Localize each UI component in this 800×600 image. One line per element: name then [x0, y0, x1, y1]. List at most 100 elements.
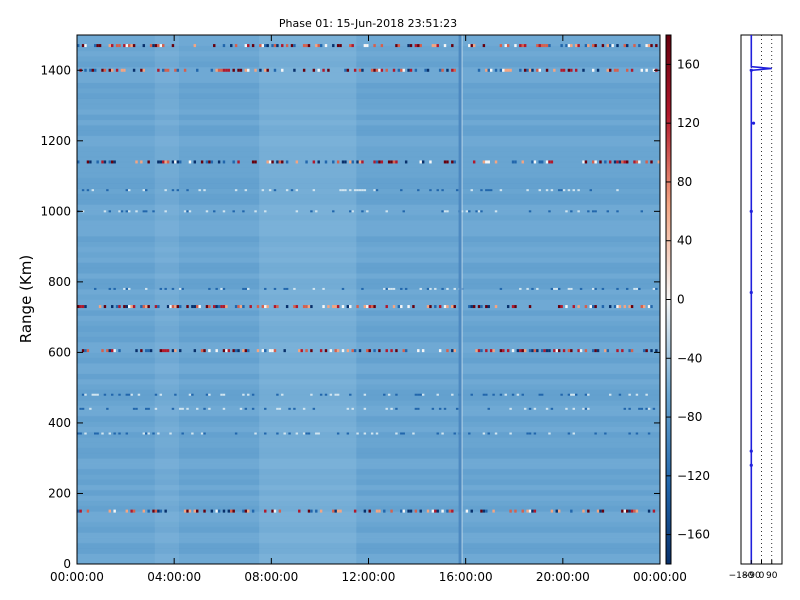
- heatmap-cell: [572, 189, 575, 192]
- heatmap-cell: [111, 160, 114, 164]
- heatmap-cell: [548, 210, 551, 213]
- heatmap-cell: [485, 349, 488, 353]
- heatmap-band: [77, 204, 660, 211]
- heatmap-cell: [183, 509, 187, 513]
- heatmap-cell: [264, 349, 267, 353]
- heatmap-cell: [470, 44, 473, 48]
- heatmap-cell: [623, 407, 626, 410]
- heatmap-cell: [618, 305, 622, 309]
- heatmap-cell: [94, 432, 97, 435]
- heatmap-cell: [268, 349, 272, 353]
- heatmap-cell: [278, 407, 282, 410]
- heatmap-cell: [434, 305, 437, 309]
- heatmap-cell: [574, 44, 578, 48]
- heatmap-cell: [625, 287, 629, 290]
- heatmap-cell: [446, 287, 449, 290]
- heatmap-cell: [645, 407, 648, 410]
- heatmap-cell: [596, 349, 600, 353]
- heatmap-cell: [373, 349, 376, 353]
- heatmap-cell: [560, 44, 563, 48]
- heatmap-cell: [368, 305, 371, 309]
- heatmap-cell: [174, 160, 177, 164]
- heatmap-band: [77, 50, 660, 57]
- heatmap-cell: [579, 287, 583, 290]
- heatmap-cell: [157, 160, 160, 164]
- heatmap-cell: [557, 509, 561, 513]
- heatmap-cell: [273, 349, 277, 353]
- heatmap-cell: [317, 68, 320, 72]
- heatmap-cell: [385, 210, 388, 213]
- heatmap-cell: [378, 349, 381, 353]
- heatmap-cell: [441, 189, 444, 192]
- heatmap-cell: [604, 349, 607, 353]
- heatmap-cell: [217, 68, 221, 72]
- heatmap-cell: [528, 305, 532, 309]
- heatmap-cell: [426, 509, 430, 513]
- heatmap-cell: [353, 509, 357, 513]
- heatmap-cell: [548, 432, 551, 435]
- heatmap-cell: [203, 509, 206, 513]
- heatmap-cell: [293, 44, 296, 48]
- heatmap-cell: [353, 189, 357, 192]
- heatmap-cell: [298, 349, 301, 353]
- profile-marker: [749, 68, 753, 72]
- heatmap-cell: [164, 68, 167, 72]
- heatmap-cell: [613, 160, 617, 164]
- heatmap-cell: [616, 349, 619, 353]
- heatmap-cell: [487, 68, 490, 72]
- heatmap-cell: [264, 305, 267, 309]
- heatmap-cell: [383, 509, 386, 513]
- heatmap-band: [77, 220, 660, 226]
- heatmap-cell: [164, 160, 167, 164]
- heatmap-cell: [482, 393, 486, 396]
- heatmap-cell: [587, 210, 590, 213]
- heatmap-cell: [281, 68, 284, 72]
- colorbar-tick-label: −120: [677, 469, 710, 483]
- heatmap-cell: [519, 44, 522, 48]
- heatmap-cell: [523, 349, 527, 353]
- heatmap-cell: [548, 160, 551, 164]
- heatmap-cell: [220, 68, 223, 72]
- heatmap-cell: [154, 407, 158, 410]
- heatmap-cell: [625, 160, 629, 164]
- heatmap-cell: [145, 287, 148, 290]
- heatmap-cell: [511, 393, 515, 396]
- heatmap-cell: [247, 349, 250, 353]
- heatmap-cell: [162, 349, 165, 353]
- heatmap-cell: [237, 349, 240, 353]
- heatmap-cell: [344, 189, 347, 192]
- heatmap-cell: [475, 349, 478, 353]
- heatmap-cell: [79, 305, 82, 309]
- heatmap-cell: [412, 432, 415, 435]
- heatmap-cell: [276, 160, 279, 164]
- heatmap-cell: [329, 349, 333, 353]
- heatmap-cell: [130, 44, 133, 48]
- heatmap-cell: [232, 210, 235, 213]
- heatmap-cell: [647, 305, 651, 309]
- heatmap-cell: [625, 509, 629, 513]
- heatmap-cell: [310, 509, 313, 513]
- heatmap-cell: [570, 349, 573, 353]
- heatmap-cell: [96, 160, 99, 164]
- heatmap-cell: [628, 432, 631, 435]
- heatmap-cell: [349, 160, 352, 164]
- heatmap-cell: [506, 44, 510, 48]
- heatmap-cell: [570, 509, 573, 513]
- heatmap-cell: [370, 305, 374, 309]
- heatmap-cell: [191, 432, 194, 435]
- heatmap-cell: [281, 44, 284, 48]
- heatmap-cell: [550, 407, 554, 410]
- heatmap-cell: [431, 407, 435, 410]
- heatmap-cell: [183, 210, 187, 213]
- heatmap-cell: [89, 407, 92, 410]
- heatmap-cell: [157, 305, 160, 309]
- heatmap-cell: [349, 305, 352, 309]
- heatmap-band: [77, 135, 660, 142]
- heatmap-cell: [310, 393, 313, 396]
- heatmap-cell: [234, 349, 238, 353]
- heatmap-cell: [128, 210, 131, 213]
- heatmap-cell: [470, 305, 473, 309]
- heatmap-cell: [213, 305, 216, 309]
- heatmap-cell: [589, 305, 592, 309]
- heatmap-cell: [419, 509, 422, 513]
